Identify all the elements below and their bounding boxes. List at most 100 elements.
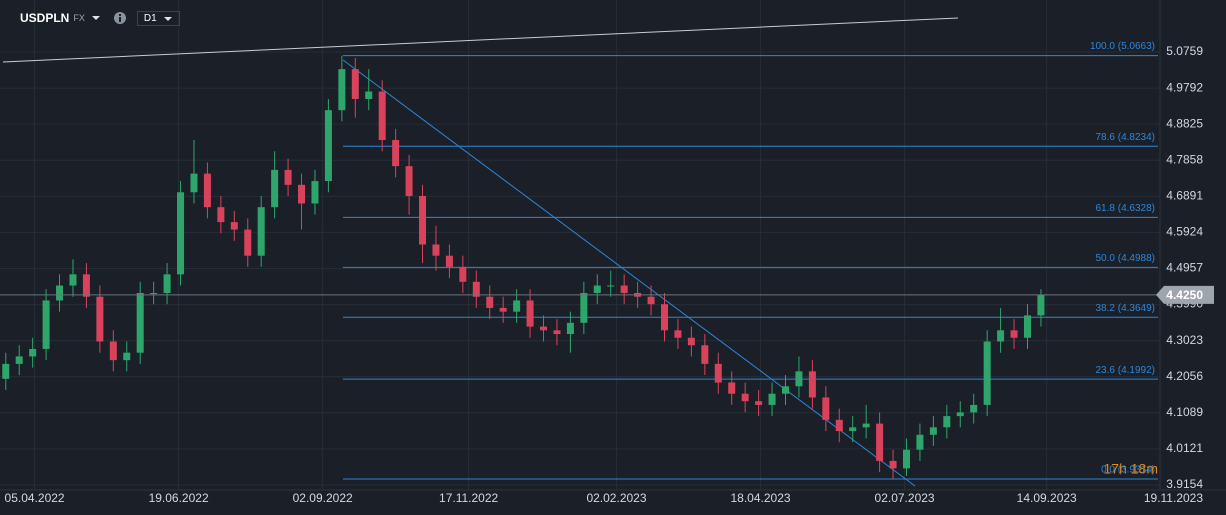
- grid: [0, 0, 1160, 490]
- market: FX: [73, 13, 85, 23]
- header: USDPLN FX D1: [0, 9, 180, 27]
- candle-body: [970, 404, 978, 413]
- candle-body: [593, 285, 601, 294]
- timeframe-label: D1: [143, 12, 157, 24]
- candle-body: [298, 184, 306, 204]
- candle-body: [338, 69, 346, 111]
- candle-body: [647, 296, 655, 305]
- candle-body: [916, 434, 924, 450]
- candle-body: [822, 397, 830, 420]
- fib-level-label: 23.6 (4.1992): [1096, 365, 1156, 376]
- candle-body: [432, 244, 440, 256]
- y-tick-label: 4.7858: [1166, 152, 1203, 166]
- fib-level-label: 61.8 (4.6328): [1096, 203, 1156, 214]
- y-tick-label: 4.1089: [1166, 405, 1203, 419]
- candle-body: [607, 285, 615, 287]
- info-icon[interactable]: [113, 11, 127, 25]
- candle-body: [42, 300, 50, 349]
- candle-body: [526, 300, 534, 327]
- trend-line[interactable]: [2, 17, 959, 63]
- candle-body: [687, 337, 695, 346]
- candle-body: [472, 281, 480, 297]
- candle-body: [943, 416, 951, 428]
- candle-body: [445, 255, 453, 267]
- x-tick-label: 19.06.2022: [149, 491, 209, 505]
- timeframe-dropdown: [163, 16, 172, 21]
- candle-body: [674, 330, 682, 338]
- candle-body: [311, 181, 319, 204]
- candle-body: [419, 195, 427, 245]
- candle-body: [997, 330, 1005, 342]
- x-tick-label: 14.09.2023: [1017, 491, 1077, 505]
- candle-body: [177, 192, 185, 275]
- candle-body: [983, 341, 991, 405]
- candle-body: [230, 222, 238, 230]
- y-tick-label: 4.5924: [1166, 225, 1203, 239]
- fib-level-label: 78.6 (4.8234): [1096, 132, 1156, 143]
- candle-body: [862, 423, 870, 428]
- y-tick-label: 4.3023: [1166, 333, 1203, 347]
- x-tick-label: 02.09.2022: [293, 491, 353, 505]
- y-tick-label: 4.8825: [1166, 116, 1203, 130]
- candle-body: [217, 207, 225, 223]
- candle-body: [150, 293, 158, 295]
- fib-level-label: 50.0 (4.4988): [1096, 253, 1156, 264]
- fib-level-label: 100.0 (5.0663): [1090, 41, 1155, 52]
- x-tick-label: 05.04.2022: [5, 491, 65, 505]
- candle-body: [257, 207, 265, 256]
- candle-body: [96, 296, 104, 342]
- y-tick-label: 4.6891: [1166, 189, 1203, 203]
- candle-body: [1023, 315, 1031, 338]
- candle-body: [1010, 330, 1018, 338]
- last-price-label: 4.4250: [1166, 288, 1203, 302]
- candle-body: [203, 173, 211, 208]
- candle-body: [378, 91, 386, 141]
- symbol[interactable]: USDPLN: [20, 11, 70, 25]
- y-tick-label: 4.0121: [1166, 441, 1203, 455]
- candle-body: [29, 348, 37, 357]
- countdown: 17h 18m: [1104, 461, 1158, 477]
- x-tick-label: 18.04.2023: [730, 491, 790, 505]
- candle-body: [889, 460, 897, 469]
- timeframe[interactable]: D1: [136, 10, 180, 26]
- candle-body: [513, 300, 521, 312]
- candle-body: [123, 352, 131, 361]
- candle-body: [795, 371, 803, 387]
- candle-body: [109, 341, 117, 361]
- candle-body: [56, 285, 64, 301]
- candle-body: [1037, 294, 1045, 316]
- candle-body: [405, 166, 413, 196]
- candle-body: [768, 393, 776, 405]
- candle-body: [876, 423, 884, 461]
- candle-body: [459, 266, 467, 282]
- candle-body: [956, 412, 964, 417]
- candle-body: [580, 293, 588, 323]
- candle-body: [553, 330, 561, 335]
- candle-body: [365, 91, 373, 99]
- candle-body: [69, 274, 77, 286]
- fib-level-label: 0.0 (3.9314): [1101, 465, 1155, 476]
- candle-body: [755, 401, 763, 405]
- candle-body: [566, 322, 574, 335]
- candle-body: [392, 140, 400, 167]
- y-tick-label: 4.2056: [1166, 369, 1203, 383]
- candle-body: [701, 345, 709, 364]
- candle-body: [324, 110, 332, 182]
- symbol-dropdown[interactable]: [89, 13, 103, 23]
- y-tick-label: 3.9154: [1166, 477, 1203, 491]
- candle-body: [835, 419, 843, 432]
- candle-body: [351, 69, 359, 99]
- x-tick-label: 02.07.2023: [875, 491, 935, 505]
- candle-body: [661, 304, 669, 331]
- candle-body: [486, 296, 494, 308]
- candle-body: [620, 285, 628, 294]
- candle-body: [902, 449, 910, 469]
- x-tick-label: 17.11.2022: [439, 491, 498, 505]
- y-tick-label: 4.9792: [1166, 80, 1203, 94]
- candle-body: [15, 356, 23, 364]
- candle-body: [284, 169, 292, 185]
- candle-body: [82, 274, 90, 297]
- fib-trend-line[interactable]: [342, 59, 916, 487]
